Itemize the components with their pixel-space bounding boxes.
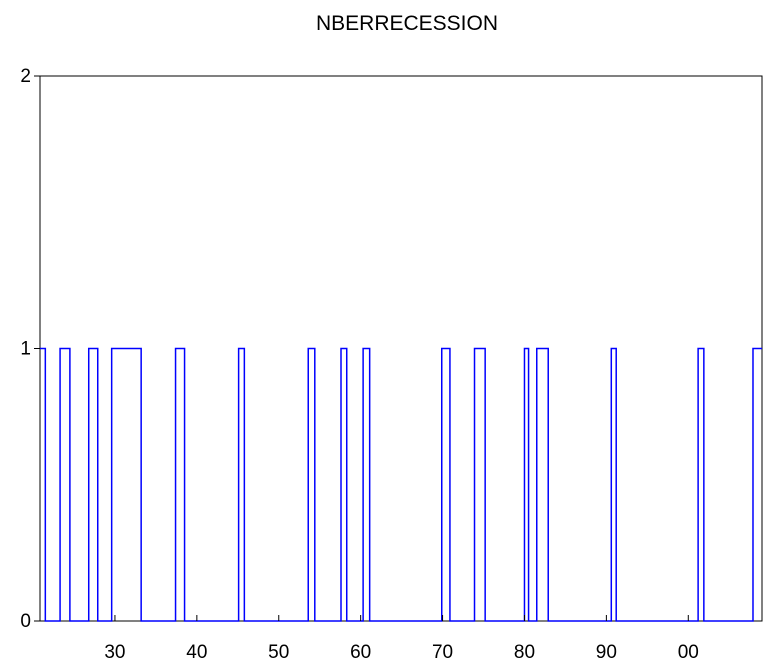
x-tick-label: 70	[432, 642, 453, 663]
plot-frame	[39, 75, 763, 622]
x-tick-label: 90	[596, 642, 617, 663]
x-tick-label: 60	[350, 642, 371, 663]
y-tick-label: 1	[20, 339, 31, 360]
x-tick-label: 30	[104, 642, 125, 663]
x-tick-label: 40	[186, 642, 207, 663]
series-line	[40, 347, 762, 622]
y-axis: 0 1 2	[20, 66, 40, 632]
x-tick-label: 50	[268, 642, 289, 663]
x-axis: 30 40 50 60 70 80 90 00	[104, 615, 699, 663]
plot-area	[39, 75, 763, 622]
y-tick-label: 0	[20, 611, 31, 632]
chart-title: NBERRECESSION	[316, 12, 498, 35]
x-tick-label: 00	[678, 642, 699, 663]
y-tick-label: 2	[20, 66, 31, 87]
x-tick-label: 80	[514, 642, 535, 663]
